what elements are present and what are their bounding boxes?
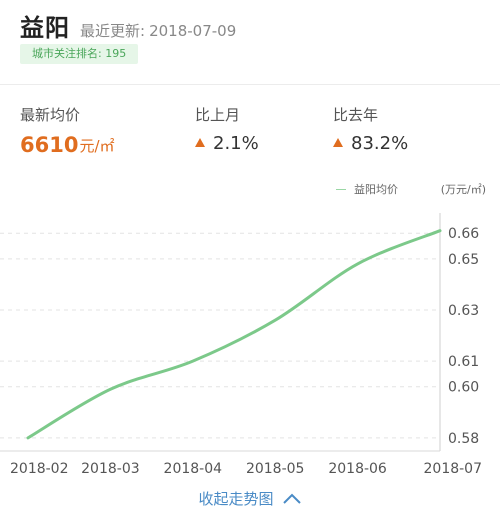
price-trend-chart[interactable]: 益阳均价 (万元/㎡) 0.66 0.65 0.63 0.61 0.60 0.58 2018… xyxy=(0,175,500,485)
x-tick-label: 2018-06 xyxy=(328,461,387,477)
y-tick-label: 0.65 xyxy=(448,252,479,268)
x-tick-label: 2018-05 xyxy=(246,461,305,477)
y-tick-label: 0.61 xyxy=(448,354,479,370)
arrow-up-icon xyxy=(333,138,343,147)
y-axis-unit: (万元/㎡) xyxy=(440,183,486,196)
month-over-month-value: 2.1% xyxy=(213,133,259,154)
divider xyxy=(0,84,500,85)
y-tick-label: 0.58 xyxy=(448,431,479,447)
series-line-yiyang-avg-price xyxy=(26,229,442,440)
year-over-year-value: 83.2% xyxy=(351,133,409,154)
last-updated: 最近更新: 2018-07-09 xyxy=(80,20,236,41)
legend-swatch xyxy=(336,188,346,190)
x-tick-label: 2018-03 xyxy=(81,461,140,477)
city-rank-badge: 城市关注排名: 195 xyxy=(20,44,139,64)
year-over-year-label: 比去年 xyxy=(333,106,379,124)
latest-price-label: 最新均价 xyxy=(20,106,81,124)
year-over-year-value-row: 83.2% xyxy=(333,133,408,154)
x-tick-label: 2018-02 xyxy=(10,461,69,477)
collapse-trend-label: 收起走势图 xyxy=(198,490,274,508)
latest-price-unit: 元/㎡ xyxy=(79,136,115,155)
year-over-year-stat: 比去年 83.2% xyxy=(333,104,408,154)
chart-canvas: 0.66 0.65 0.63 0.61 0.60 0.58 2018-02 2018-03 20… xyxy=(0,213,483,477)
latest-price-stat: 最新均价 6610 元/㎡ xyxy=(20,104,115,157)
month-over-month-value-row: 2.1% xyxy=(195,133,259,154)
chevron-up-icon xyxy=(282,493,301,504)
latest-price-value-row: 6610 元/㎡ xyxy=(20,133,115,157)
x-tick-label: 2018-04 xyxy=(164,461,223,477)
latest-price-value: 6610 xyxy=(20,133,79,157)
y-tick-label: 0.66 xyxy=(448,226,479,242)
y-tick-label: 0.63 xyxy=(448,303,479,319)
month-over-month-label: 比上月 xyxy=(195,106,241,124)
collapse-trend-button[interactable]: 收起走势图 xyxy=(0,488,500,509)
page-header: 益阳 最近更新: 2018-07-09 xyxy=(20,8,480,42)
last-updated-date: 2018-07-09 xyxy=(149,22,237,40)
y-tick-label: 0.60 xyxy=(448,380,479,396)
last-updated-label: 最近更新: xyxy=(80,22,146,40)
legend-label: 益阳均价 xyxy=(354,183,398,196)
month-over-month-stat: 比上月 2.1% xyxy=(195,104,259,154)
chart-legend: 益阳均价 xyxy=(336,181,398,197)
arrow-up-icon xyxy=(195,138,205,147)
x-tick-label: 2018-07 xyxy=(424,461,483,477)
city-name: 益阳 xyxy=(20,14,70,42)
